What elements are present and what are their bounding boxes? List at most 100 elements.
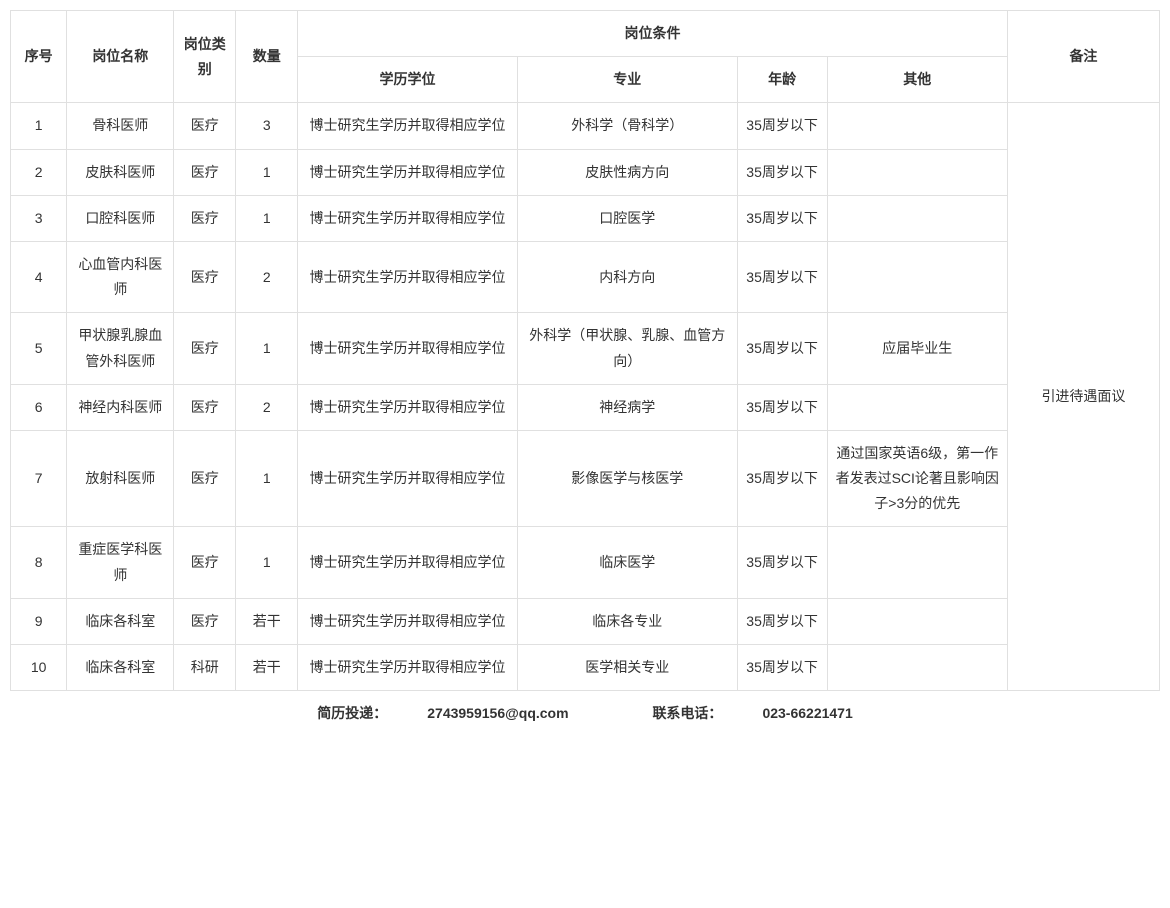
cell-major: 临床医学 <box>517 527 737 598</box>
cell-major: 口腔医学 <box>517 195 737 241</box>
cell-position_type: 医疗 <box>174 384 236 430</box>
cell-education: 博士研究生学历并取得相应学位 <box>298 645 518 691</box>
cell-position_name: 口腔科医师 <box>67 195 174 241</box>
cell-position_type: 医疗 <box>174 430 236 527</box>
cell-remark: 引进待遇面议 <box>1007 103 1159 691</box>
cell-position_type: 医疗 <box>174 149 236 195</box>
cell-other <box>827 598 1007 644</box>
header-position-name: 岗位名称 <box>67 11 174 103</box>
header-position-type: 岗位类别 <box>174 11 236 103</box>
cell-major: 外科学（甲状腺、乳腺、血管方向） <box>517 313 737 384</box>
cell-quantity: 2 <box>236 384 298 430</box>
header-age: 年龄 <box>737 57 827 103</box>
cell-quantity: 1 <box>236 313 298 384</box>
cell-age: 35周岁以下 <box>737 103 827 149</box>
cell-quantity: 1 <box>236 527 298 598</box>
cell-position_name: 神经内科医师 <box>67 384 174 430</box>
cell-major: 影像医学与核医学 <box>517 430 737 527</box>
cell-seq: 5 <box>11 313 67 384</box>
header-other: 其他 <box>827 57 1007 103</box>
table-row: 3口腔科医师医疗1博士研究生学历并取得相应学位口腔医学35周岁以下 <box>11 195 1160 241</box>
cell-age: 35周岁以下 <box>737 384 827 430</box>
cell-seq: 9 <box>11 598 67 644</box>
table-row: 7放射科医师医疗1博士研究生学历并取得相应学位影像医学与核医学35周岁以下通过国… <box>11 430 1160 527</box>
cell-major: 临床各专业 <box>517 598 737 644</box>
cell-seq: 4 <box>11 241 67 312</box>
cell-age: 35周岁以下 <box>737 598 827 644</box>
cell-position_name: 临床各科室 <box>67 598 174 644</box>
cell-age: 35周岁以下 <box>737 313 827 384</box>
cell-other <box>827 103 1007 149</box>
cell-position_name: 皮肤科医师 <box>67 149 174 195</box>
cell-quantity: 1 <box>236 430 298 527</box>
table-header: 序号 岗位名称 岗位类别 数量 岗位条件 备注 学历学位 专业 年龄 其他 <box>11 11 1160 103</box>
resume-contact: 简历投递：2743959156@qq.com <box>297 705 588 721</box>
table-row: 2皮肤科医师医疗1博士研究生学历并取得相应学位皮肤性病方向35周岁以下 <box>11 149 1160 195</box>
table-row: 9临床各科室医疗若干博士研究生学历并取得相应学位临床各专业35周岁以下 <box>11 598 1160 644</box>
table-row: 5甲状腺乳腺血管外科医师医疗1博士研究生学历并取得相应学位外科学（甲状腺、乳腺、… <box>11 313 1160 384</box>
cell-quantity: 1 <box>236 195 298 241</box>
cell-seq: 6 <box>11 384 67 430</box>
table-body: 1骨科医师医疗3博士研究生学历并取得相应学位外科学（骨科学）35周岁以下引进待遇… <box>11 103 1160 691</box>
cell-position_type: 医疗 <box>174 103 236 149</box>
cell-education: 博士研究生学历并取得相应学位 <box>298 149 518 195</box>
cell-other <box>827 241 1007 312</box>
cell-quantity: 3 <box>236 103 298 149</box>
header-conditions: 岗位条件 <box>298 11 1008 57</box>
header-major: 专业 <box>517 57 737 103</box>
cell-quantity: 若干 <box>236 645 298 691</box>
cell-seq: 8 <box>11 527 67 598</box>
table-row: 10临床各科室科研若干博士研究生学历并取得相应学位医学相关专业35周岁以下 <box>11 645 1160 691</box>
cell-other <box>827 195 1007 241</box>
cell-seq: 10 <box>11 645 67 691</box>
header-remark: 备注 <box>1007 11 1159 103</box>
cell-major: 神经病学 <box>517 384 737 430</box>
cell-major: 外科学（骨科学） <box>517 103 737 149</box>
cell-education: 博士研究生学历并取得相应学位 <box>298 195 518 241</box>
recruitment-table: 序号 岗位名称 岗位类别 数量 岗位条件 备注 学历学位 专业 年龄 其他 1骨… <box>10 10 1160 691</box>
cell-position_type: 科研 <box>174 645 236 691</box>
cell-other: 应届毕业生 <box>827 313 1007 384</box>
cell-position_type: 医疗 <box>174 313 236 384</box>
phone-label: 联系电话： <box>652 705 722 721</box>
cell-age: 35周岁以下 <box>737 527 827 598</box>
header-education: 学历学位 <box>298 57 518 103</box>
cell-position_name: 甲状腺乳腺血管外科医师 <box>67 313 174 384</box>
cell-education: 博士研究生学历并取得相应学位 <box>298 313 518 384</box>
cell-age: 35周岁以下 <box>737 149 827 195</box>
cell-seq: 3 <box>11 195 67 241</box>
cell-other: 通过国家英语6级，第一作者发表过SCI论著且影响因子>3分的优先 <box>827 430 1007 527</box>
cell-education: 博士研究生学历并取得相应学位 <box>298 598 518 644</box>
cell-position_type: 医疗 <box>174 598 236 644</box>
cell-age: 35周岁以下 <box>737 430 827 527</box>
cell-seq: 7 <box>11 430 67 527</box>
cell-position_name: 放射科医师 <box>67 430 174 527</box>
cell-major: 内科方向 <box>517 241 737 312</box>
cell-other <box>827 645 1007 691</box>
cell-education: 博士研究生学历并取得相应学位 <box>298 430 518 527</box>
cell-major: 医学相关专业 <box>517 645 737 691</box>
cell-education: 博士研究生学历并取得相应学位 <box>298 103 518 149</box>
cell-quantity: 若干 <box>236 598 298 644</box>
table-row: 1骨科医师医疗3博士研究生学历并取得相应学位外科学（骨科学）35周岁以下引进待遇… <box>11 103 1160 149</box>
cell-age: 35周岁以下 <box>737 645 827 691</box>
cell-other <box>827 149 1007 195</box>
cell-position_type: 医疗 <box>174 195 236 241</box>
phone-contact: 联系电话： 023-66221471 <box>632 705 872 721</box>
phone-number: 023-66221471 <box>762 705 852 721</box>
cell-other <box>827 384 1007 430</box>
cell-seq: 1 <box>11 103 67 149</box>
cell-quantity: 2 <box>236 241 298 312</box>
table-row: 4心血管内科医师医疗2博士研究生学历并取得相应学位内科方向35周岁以下 <box>11 241 1160 312</box>
cell-seq: 2 <box>11 149 67 195</box>
footer-contact: 简历投递：2743959156@qq.com 联系电话： 023-66221471 <box>10 691 1160 735</box>
header-seq: 序号 <box>11 11 67 103</box>
resume-email: 2743959156@qq.com <box>427 705 568 721</box>
cell-position_name: 心血管内科医师 <box>67 241 174 312</box>
cell-quantity: 1 <box>236 149 298 195</box>
cell-other <box>827 527 1007 598</box>
cell-position_name: 骨科医师 <box>67 103 174 149</box>
cell-major: 皮肤性病方向 <box>517 149 737 195</box>
table-row: 8重症医学科医师医疗1博士研究生学历并取得相应学位临床医学35周岁以下 <box>11 527 1160 598</box>
cell-position_type: 医疗 <box>174 527 236 598</box>
